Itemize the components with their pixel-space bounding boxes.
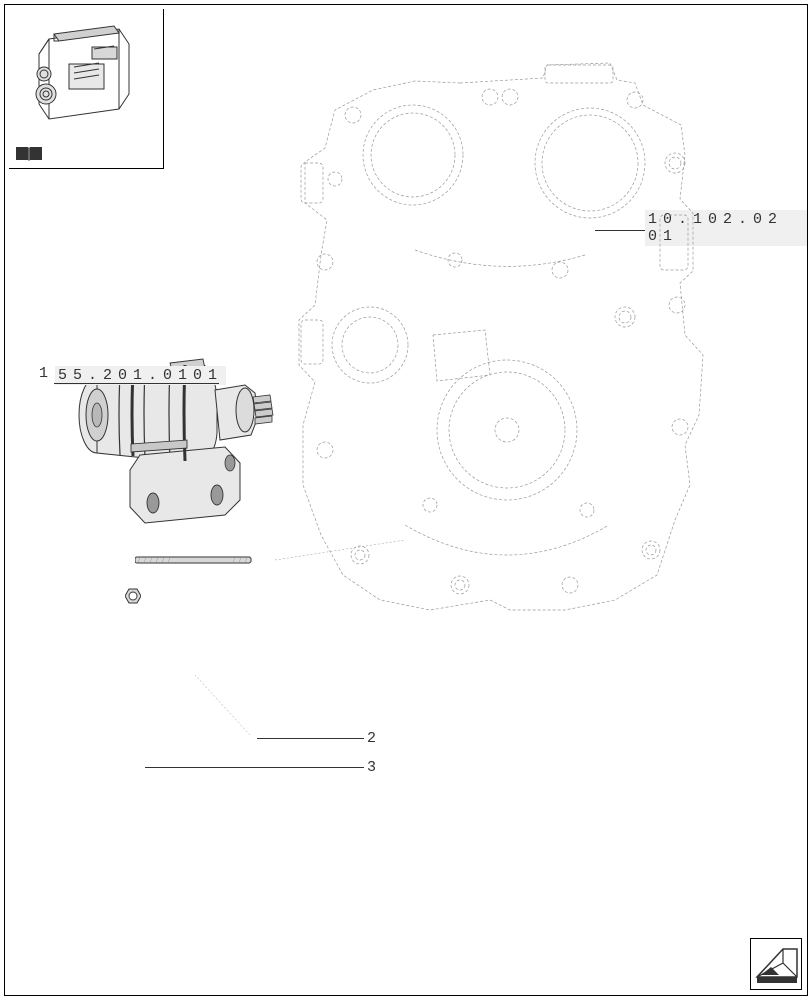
callout-num-2: 2 bbox=[367, 730, 376, 747]
engine-thumbnail-icon bbox=[24, 19, 144, 129]
callout-num-1: 1 bbox=[39, 365, 48, 382]
bolt-assembly-line bbox=[190, 675, 260, 735]
callout-line-3 bbox=[145, 767, 364, 768]
page-frame: 10.102.02 01 bbox=[4, 4, 808, 996]
callout-line-2 bbox=[257, 738, 364, 739]
stud-bolt-drawing bbox=[135, 555, 255, 565]
callout-line-1 bbox=[54, 383, 219, 384]
hex-nut-drawing bbox=[125, 588, 141, 604]
page-flip-icon bbox=[751, 939, 803, 991]
manual-book-icon bbox=[14, 143, 44, 163]
assembly-axis-line bbox=[275, 535, 405, 575]
engine-thumbnail-box bbox=[9, 9, 164, 169]
page-nav-icon-box bbox=[750, 938, 802, 990]
callout-num-3: 3 bbox=[367, 759, 376, 776]
